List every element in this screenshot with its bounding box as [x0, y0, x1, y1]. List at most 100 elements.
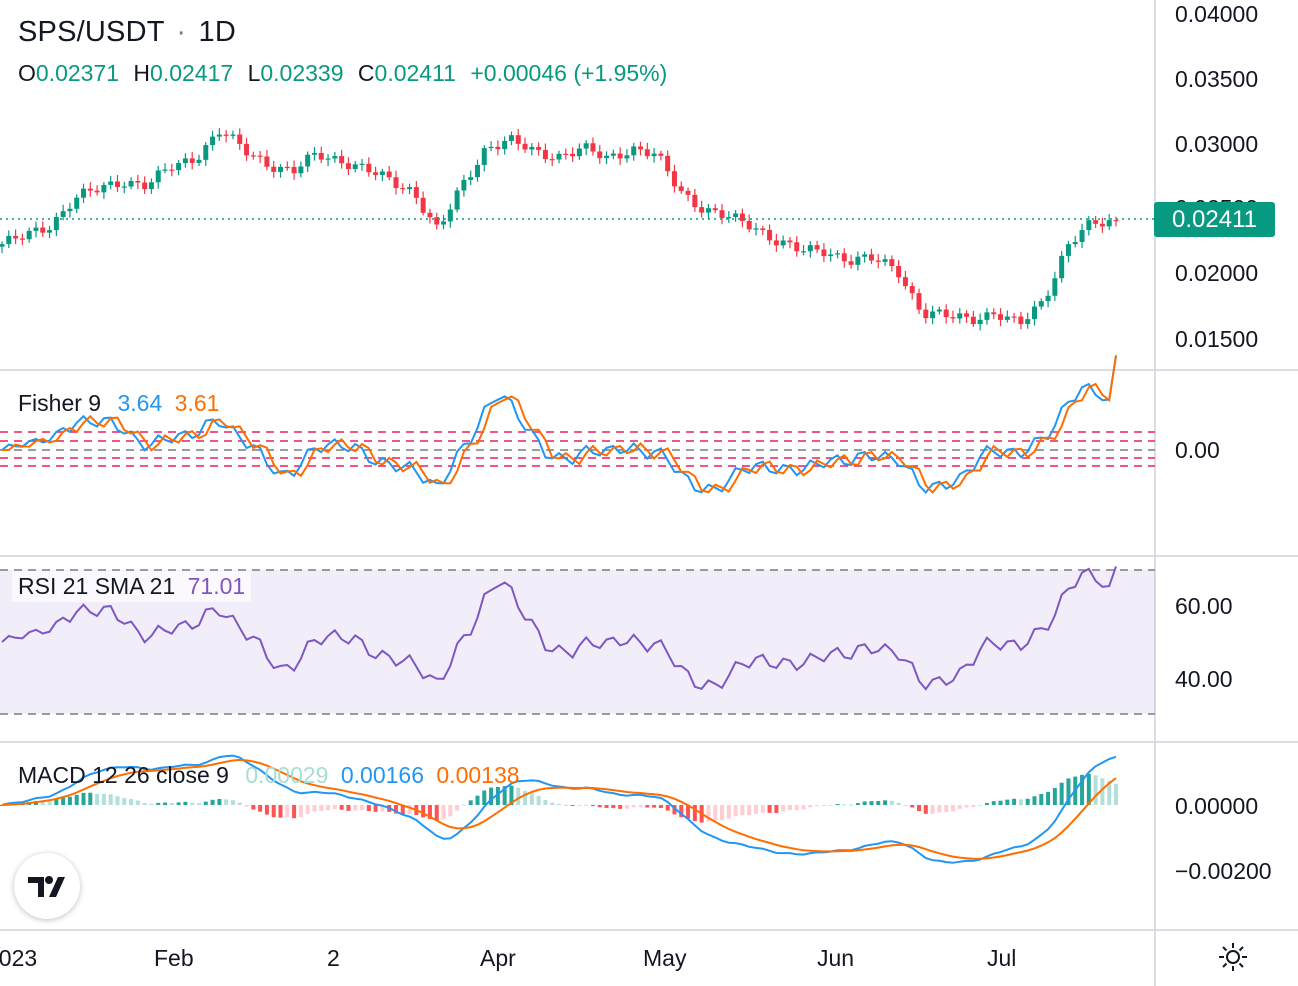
- candle: [970, 310, 976, 327]
- candle: [1079, 223, 1085, 249]
- candle: [665, 150, 671, 177]
- macd-hist-bar: [978, 805, 983, 806]
- candle: [624, 149, 630, 163]
- macd-hist-bar: [1032, 796, 1037, 805]
- macd-hist-bar: [61, 797, 66, 805]
- price-tick: 0.02000: [1175, 260, 1258, 286]
- candle: [563, 148, 569, 160]
- candle: [366, 157, 372, 177]
- macd-tick: −0.00200: [1175, 858, 1272, 884]
- macd-legend[interactable]: MACD 12 26 close 9 0.00029 0.00166 0.001…: [18, 762, 520, 789]
- rsi-line: [1, 566, 1117, 691]
- candle: [631, 142, 637, 161]
- macd-hist-bar: [271, 805, 276, 818]
- fisher-value-1: 3.64: [117, 390, 163, 416]
- candle: [400, 183, 406, 194]
- title-separator: ·: [176, 16, 187, 48]
- macd-hist-bar: [489, 787, 494, 805]
- macd-hist-bar: [808, 805, 813, 808]
- candle: [984, 307, 990, 325]
- candle: [875, 254, 881, 269]
- candle: [909, 282, 915, 300]
- fisher-value-2: 3.61: [174, 390, 220, 416]
- macd-hist-bar: [217, 798, 222, 805]
- macd-hist-bar: [176, 802, 181, 805]
- close-value: 0.02411: [374, 60, 456, 86]
- candle: [712, 204, 718, 213]
- macd-hist-bar: [597, 805, 602, 808]
- candle: [868, 248, 874, 265]
- candle: [1025, 312, 1031, 329]
- tradingview-logo-icon[interactable]: [14, 853, 80, 919]
- fisher-series: [1, 355, 1117, 495]
- gear-icon[interactable]: [1214, 938, 1252, 976]
- high-value: 0.02417: [150, 60, 234, 86]
- candle: [726, 211, 732, 223]
- candle: [604, 151, 610, 165]
- candle: [699, 200, 705, 218]
- macd-hist-bar: [652, 805, 657, 808]
- candle: [332, 151, 338, 163]
- low-value: 0.02339: [260, 60, 344, 86]
- candle: [461, 174, 467, 197]
- macd-hist-bar: [570, 805, 575, 806]
- macd-hist-bar: [801, 805, 806, 810]
- macd-hist-bar: [1059, 782, 1064, 805]
- macd-hist-bar: [210, 799, 215, 805]
- macd-hist-bar: [638, 805, 643, 807]
- macd-hist-bar: [794, 805, 799, 811]
- candle: [250, 151, 256, 160]
- macd-hist-bar: [461, 804, 466, 806]
- price-tick: 0.01500: [1175, 326, 1258, 352]
- candle: [169, 163, 175, 177]
- candle: [1059, 250, 1065, 283]
- macd-hist-bar: [774, 805, 779, 814]
- macd-hist-bar: [1046, 791, 1051, 805]
- macd-hist-bar: [101, 793, 106, 805]
- candle: [753, 222, 759, 236]
- macd-hist-bar: [1066, 778, 1071, 805]
- macd-hist-bar: [923, 805, 928, 814]
- macd-hist-bar: [645, 805, 650, 808]
- macd-hist-bar: [787, 805, 792, 811]
- candle: [264, 150, 270, 171]
- candle: [502, 136, 508, 155]
- macd-hist-bar: [196, 803, 201, 805]
- macd-hist-bar: [1093, 775, 1098, 805]
- fisher-legend[interactable]: Fisher 9 3.64 3.61: [18, 390, 219, 417]
- candlestick-series: [0, 128, 1119, 331]
- macd-hist-bar: [1052, 788, 1057, 805]
- macd-hist-bar: [400, 805, 405, 815]
- candle: [998, 308, 1004, 327]
- candle: [916, 288, 922, 314]
- candle: [74, 194, 80, 214]
- macd-hist-bar: [686, 805, 691, 819]
- macd-hist-bar: [1012, 798, 1017, 805]
- macd-hist-bar: [135, 800, 140, 805]
- candle: [828, 248, 834, 262]
- symbol-title[interactable]: SPS/USDT · 1D: [18, 16, 236, 49]
- candle: [223, 130, 229, 143]
- signal-line: [1, 758, 1117, 860]
- candle: [19, 233, 25, 246]
- macd-hist-bar: [441, 805, 446, 820]
- macd-hist-bar: [536, 796, 541, 805]
- candle: [583, 140, 589, 156]
- rsi-legend[interactable]: RSI 21 SMA 21 71.01: [12, 571, 252, 602]
- macd-value: 0.00166: [340, 762, 424, 788]
- candle: [814, 240, 820, 253]
- time-tick: Feb: [154, 945, 194, 971]
- symbol-name: SPS/USDT: [18, 16, 165, 48]
- candle: [386, 166, 392, 181]
- macd-hist-bar: [957, 805, 962, 810]
- candle: [773, 233, 779, 252]
- macd-hist-bar: [455, 805, 460, 811]
- macd-hist-bar: [713, 805, 718, 821]
- macd-hist-bar: [258, 805, 263, 812]
- macd-hist-bar: [557, 803, 561, 805]
- candle: [515, 129, 521, 151]
- macd-hist-bar: [726, 805, 731, 819]
- fisher-trigger-line: [2, 355, 1117, 495]
- fisher-tick: 0.00: [1175, 437, 1220, 463]
